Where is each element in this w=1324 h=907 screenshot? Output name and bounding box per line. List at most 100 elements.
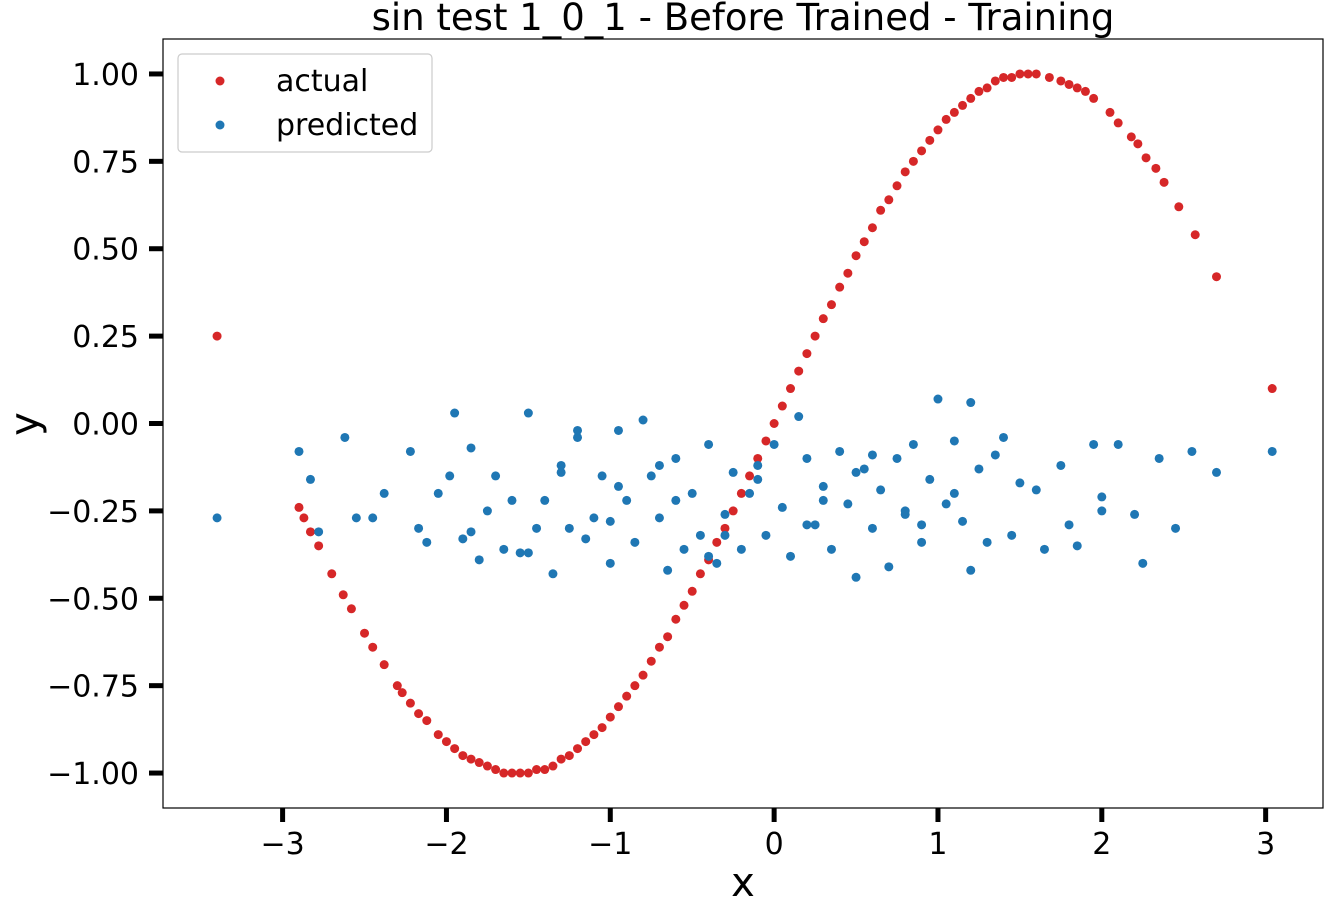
predicted-point: [687, 488, 697, 498]
actual-point: [491, 765, 501, 775]
actual-point: [379, 660, 389, 670]
actual-point: [933, 125, 943, 135]
actual-point: [581, 737, 591, 747]
actual-point: [949, 107, 959, 117]
actual-point: [720, 523, 730, 533]
actual-point: [925, 135, 935, 145]
predicted-point: [474, 555, 484, 565]
actual-point: [982, 83, 992, 93]
predicted-point: [532, 523, 542, 533]
predicted-point: [433, 488, 443, 498]
actual-point: [843, 268, 853, 278]
actual-point: [1105, 107, 1115, 117]
actual-point: [1031, 69, 1041, 79]
actual-point: [1267, 384, 1277, 394]
predicted-point: [466, 443, 476, 453]
actual-point: [736, 488, 746, 498]
actual-point: [867, 223, 877, 233]
predicted-point: [622, 495, 632, 505]
actual-point: [810, 331, 820, 341]
actual-point: [405, 698, 415, 708]
predicted-point: [1015, 478, 1025, 488]
predicted-point: [605, 516, 615, 526]
actual-point: [1015, 69, 1025, 79]
actual-series: [212, 69, 1277, 778]
predicted-point: [507, 495, 517, 505]
y-tick-label: −0.50: [47, 582, 139, 617]
legend-box: [177, 53, 433, 153]
legend-marker-predicted: [215, 120, 225, 130]
actual-point: [450, 744, 460, 754]
predicted-point: [917, 537, 927, 547]
predicted-series: [212, 394, 1277, 582]
actual-point: [1064, 79, 1074, 89]
y-tick-label: −0.25: [47, 495, 139, 530]
actual-point: [422, 716, 432, 726]
y-tick-label: 0.75: [72, 145, 139, 180]
predicted-point: [933, 394, 943, 404]
predicted-point: [638, 415, 648, 425]
actual-point: [876, 205, 886, 215]
predicted-point: [826, 544, 836, 554]
predicted-point: [1039, 544, 1049, 554]
predicted-point: [458, 534, 468, 544]
legend-label-actual: actual: [276, 64, 368, 99]
predicted-point: [1138, 558, 1148, 568]
predicted-point: [728, 467, 738, 477]
actual-point: [728, 506, 738, 516]
actual-point: [1190, 230, 1200, 240]
actual-point: [990, 76, 1000, 86]
actual-point: [679, 600, 689, 610]
predicted-point: [818, 481, 828, 491]
actual-point: [414, 709, 424, 719]
actual-point: [564, 751, 574, 761]
predicted-point: [351, 513, 361, 523]
actual-point: [753, 453, 763, 463]
actual-point: [654, 642, 664, 652]
predicted-point: [414, 523, 424, 533]
predicted-point: [613, 425, 623, 435]
actual-point: [305, 527, 315, 537]
actual-point: [392, 681, 402, 691]
actual-point: [794, 366, 804, 376]
predicted-point: [900, 506, 910, 516]
predicted-point: [556, 467, 566, 477]
actual-point: [515, 768, 525, 778]
predicted-point: [294, 446, 304, 456]
predicted-point: [999, 432, 1009, 442]
actual-point: [1126, 132, 1136, 142]
predicted-point: [379, 488, 389, 498]
actual-point: [859, 237, 869, 247]
predicted-point: [564, 523, 574, 533]
predicted-point: [523, 408, 533, 418]
predicted-point: [843, 499, 853, 509]
predicted-point: [1187, 446, 1197, 456]
legend: actual predicted: [177, 53, 433, 153]
actual-point: [346, 604, 356, 614]
predicted-point: [990, 450, 1000, 460]
predicted-point: [556, 460, 566, 470]
x-tick-label: −3: [260, 827, 304, 862]
actual-point: [499, 768, 509, 778]
predicted-point: [786, 551, 796, 561]
actual-point: [1080, 86, 1090, 96]
predicted-point: [445, 471, 455, 481]
x-tick-label: 0: [765, 827, 784, 862]
actual-point: [1089, 93, 1099, 103]
predicted-point: [671, 495, 681, 505]
predicted-point: [499, 544, 509, 554]
predicted-point: [859, 464, 869, 474]
predicted-point: [1097, 492, 1107, 502]
predicted-point: [1031, 485, 1041, 495]
predicted-point: [925, 474, 935, 484]
predicted-point: [613, 481, 623, 491]
predicted-point: [1267, 446, 1277, 456]
actual-point: [630, 681, 640, 691]
predicted-point: [941, 499, 951, 509]
predicted-point: [851, 572, 861, 582]
actual-point: [1159, 177, 1169, 187]
predicted-point: [405, 446, 415, 456]
predicted-point: [1007, 530, 1017, 540]
actual-point: [1007, 72, 1017, 82]
